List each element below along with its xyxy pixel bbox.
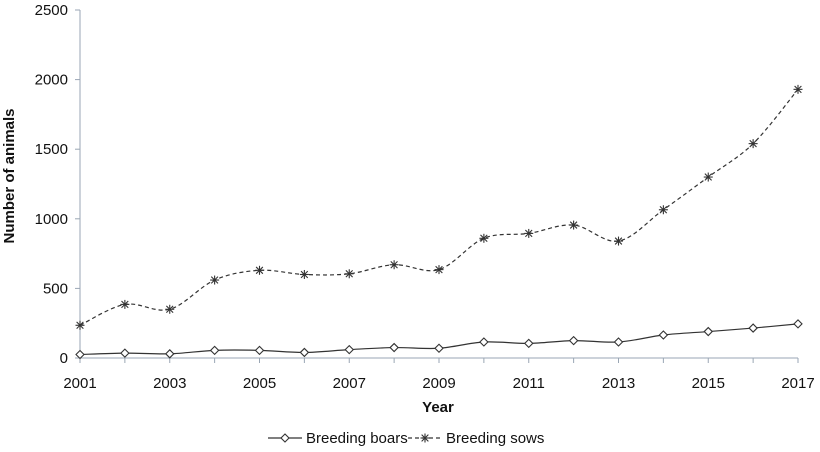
data-point-breeding-sows xyxy=(389,260,399,270)
series-layer xyxy=(75,84,803,360)
x-tick-label: 2003 xyxy=(153,375,186,392)
legend-marker xyxy=(280,433,290,443)
data-point-breeding-boars xyxy=(164,349,175,359)
x-tick-label: 2011 xyxy=(513,375,545,392)
y-tick-label: 2000 xyxy=(35,72,68,89)
legend-item-breeding-sows: Breeding sows xyxy=(408,430,544,447)
data-point-breeding-boars xyxy=(793,319,803,329)
series-line-breeding-sows xyxy=(79,88,799,326)
legend: Breeding boars Breeding sows xyxy=(268,430,544,447)
y-tick-label: 1000 xyxy=(35,211,68,228)
y-axis-title: Number of animals xyxy=(1,108,18,243)
data-point-breeding-sows xyxy=(165,304,175,314)
y-ticks: 0 500 1000 1500 2000 2500 xyxy=(35,2,80,367)
data-point-breeding-sows xyxy=(658,205,668,215)
data-point-breeding-sows xyxy=(434,265,444,275)
data-point-breeding-boars xyxy=(748,323,758,333)
x-tick-label: 2015 xyxy=(692,375,725,392)
data-point-breeding-boars xyxy=(523,338,534,349)
data-point-breeding-boars xyxy=(434,343,444,354)
x-tick-label: 2005 xyxy=(243,375,276,392)
series-breeding-sows xyxy=(75,84,803,330)
legend-marker xyxy=(420,433,430,443)
x-tick-label: 2017 xyxy=(781,375,814,392)
data-point-breeding-boars xyxy=(209,345,220,356)
x-ticks: 2001 2003 2005 2007 2009 2011 2013 2015 2017 xyxy=(63,358,815,392)
legend-label: Breeding sows xyxy=(446,430,544,447)
data-point-breeding-boars xyxy=(613,337,624,347)
data-point-breeding-boars xyxy=(75,349,85,360)
data-point-breeding-sows xyxy=(614,236,623,246)
y-tick-label: 0 xyxy=(60,350,68,367)
data-point-breeding-boars xyxy=(479,337,489,347)
data-point-breeding-sows xyxy=(793,84,803,94)
data-point-breeding-sows xyxy=(569,220,579,230)
data-point-breeding-sows xyxy=(75,320,85,330)
data-point-breeding-boars xyxy=(389,342,399,353)
series-breeding-boars xyxy=(75,319,803,360)
y-tick-label: 2500 xyxy=(35,2,68,19)
axes xyxy=(79,10,798,359)
data-point-breeding-sows xyxy=(210,275,220,285)
data-point-breeding-sows xyxy=(255,265,264,275)
data-point-breeding-sows xyxy=(299,269,309,279)
y-tick-label: 500 xyxy=(43,280,68,297)
legend-label: Breeding boars xyxy=(306,430,408,447)
x-tick-label: 2013 xyxy=(602,375,635,392)
x-tick-label: 2007 xyxy=(333,375,366,392)
data-point-breeding-sows xyxy=(703,172,713,182)
data-point-breeding-boars xyxy=(344,344,355,355)
data-point-breeding-boars xyxy=(658,330,669,340)
legend-item-breeding-boars: Breeding boars xyxy=(268,430,408,447)
x-tick-label: 2009 xyxy=(422,375,455,392)
data-point-breeding-sows xyxy=(120,299,130,309)
data-point-breeding-boars xyxy=(254,345,265,356)
data-point-breeding-sows xyxy=(344,269,354,279)
data-point-breeding-boars xyxy=(703,326,714,337)
x-axis-title: Year xyxy=(422,399,454,416)
data-point-breeding-boars xyxy=(568,335,579,346)
y-tick-label: 1500 xyxy=(35,141,68,158)
data-point-breeding-boars xyxy=(299,347,310,358)
data-point-breeding-boars xyxy=(120,348,130,358)
data-point-breeding-sows xyxy=(748,139,758,149)
data-point-breeding-sows xyxy=(524,228,534,238)
data-point-breeding-sows xyxy=(479,233,489,243)
x-tick-label: 2001 xyxy=(63,375,96,392)
